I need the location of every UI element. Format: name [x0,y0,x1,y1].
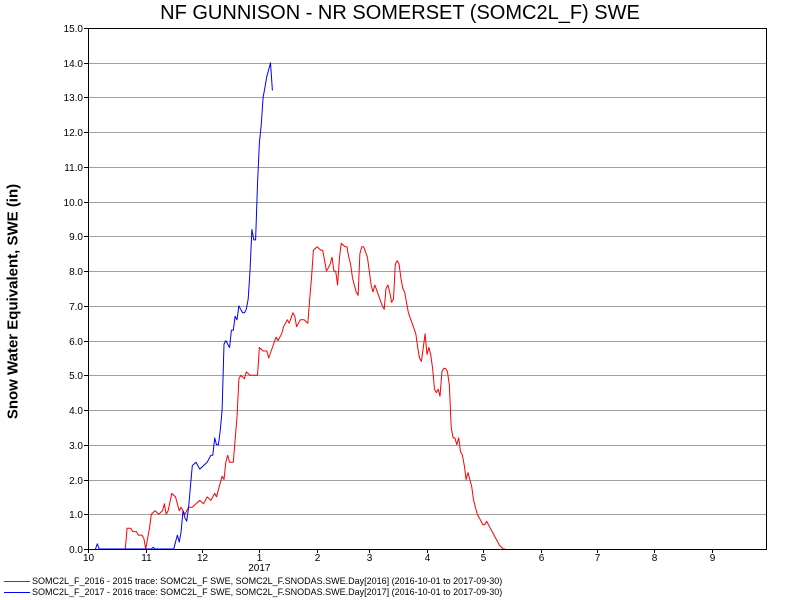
x-tick-label: 6 [539,553,545,564]
x-tick-label: 3 [367,553,373,564]
legend-swatch-2016 [4,581,30,583]
legend-entry-2016: SOMC2L_F_2016 - 2015 trace: SOMC2L_F SWE… [4,576,502,586]
x-tick-label: 10 [83,553,95,564]
x-tick-label: 2 [315,553,321,564]
y-tick-label: 5.0 [69,371,83,382]
y-tick-label: 2.0 [69,476,83,487]
y-tick-label: 0.0 [69,545,83,556]
legend-swatch-2017 [4,592,30,594]
x-tick-label: 5 [481,553,487,564]
x-tick-label: 4 [425,553,431,564]
x-tick-label: 11 [141,553,152,564]
y-tick-label: 13.0 [64,93,84,104]
chart-title: NF GUNNISON - NR SOMERSET (SOMC2L_F) SWE [160,2,640,24]
y-tick-label: 9.0 [69,232,83,243]
axes [84,28,767,553]
year-label: 2017 [248,563,271,574]
y-tick-label: 15.0 [64,24,84,35]
x-tick-label: 8 [652,553,658,564]
y-tick-label: 3.0 [69,441,83,452]
y-tick-label: 12.0 [64,128,84,139]
series-line-0 [110,242,506,550]
x-tick-label: 1 [257,553,263,564]
x-tick-label: 12 [197,553,209,564]
y-tick-label: 7.0 [69,302,83,313]
plot-frame [88,28,767,550]
y-tick-label: 8.0 [69,267,83,278]
y-tick-label: 10.0 [64,198,84,209]
y-tick-label: 4.0 [69,406,83,417]
legend-label-2017: SOMC2L_F_2017 - 2016 trace: SOMC2L_F SWE… [32,587,503,597]
y-tick-label: 14.0 [64,59,84,70]
series-line-1 [95,62,273,550]
y-tick-label: 11.0 [64,163,83,174]
series-layer [95,62,506,550]
y-tick-labels: 0.0 1.0 2.0 3.0 4.0 5.0 6.0 7.0 8.0 9.0 10.0 11.0 12… [64,24,84,556]
x-tick-label: 7 [595,553,601,564]
legend-entry-2017: SOMC2L_F_2017 - 2016 trace: SOMC2L_F SWE… [4,587,502,597]
y-tick-label: 6.0 [69,337,83,348]
x-tick-label: 9 [710,553,716,564]
gridlines [88,28,766,515]
y-tick-label: 1.0 [69,510,83,521]
legend-label-2016: SOMC2L_F_2016 - 2015 trace: SOMC2L_F SWE… [32,576,503,586]
